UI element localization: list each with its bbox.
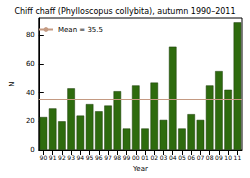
svg-text:N: N <box>8 81 16 86</box>
svg-text:01: 01 <box>141 154 149 161</box>
svg-text:60: 60 <box>26 60 35 68</box>
svg-text:03: 03 <box>160 154 168 161</box>
svg-text:97: 97 <box>104 154 112 161</box>
svg-text:40: 40 <box>26 89 35 97</box>
svg-text:80: 80 <box>26 31 35 39</box>
svg-text:91: 91 <box>49 154 57 161</box>
svg-text:96: 96 <box>95 154 103 161</box>
svg-text:Mean = 35.5: Mean = 35.5 <box>58 26 103 34</box>
svg-text:98: 98 <box>113 154 121 161</box>
svg-text:90: 90 <box>40 154 48 161</box>
svg-text:99: 99 <box>123 154 131 161</box>
svg-text:94: 94 <box>77 154 85 161</box>
svg-text:Chiff chaff (Phylloscopus coll: Chiff chaff (Phylloscopus collybita), au… <box>14 7 235 16</box>
svg-text:08: 08 <box>206 154 214 161</box>
svg-text:11: 11 <box>234 154 242 161</box>
svg-text:06: 06 <box>187 154 195 161</box>
svg-text:10: 10 <box>224 154 232 161</box>
svg-text:02: 02 <box>150 154 158 161</box>
svg-text:20: 20 <box>26 117 35 125</box>
svg-text:04: 04 <box>169 154 177 161</box>
svg-text:Year: Year <box>132 165 148 173</box>
svg-text:95: 95 <box>86 154 94 161</box>
svg-text:0: 0 <box>30 146 34 154</box>
svg-text:09: 09 <box>215 154 223 161</box>
svg-text:07: 07 <box>197 154 205 161</box>
svg-text:93: 93 <box>67 154 75 161</box>
svg-text:92: 92 <box>58 154 66 161</box>
svg-text:05: 05 <box>178 154 186 161</box>
svg-text:00: 00 <box>132 154 140 161</box>
